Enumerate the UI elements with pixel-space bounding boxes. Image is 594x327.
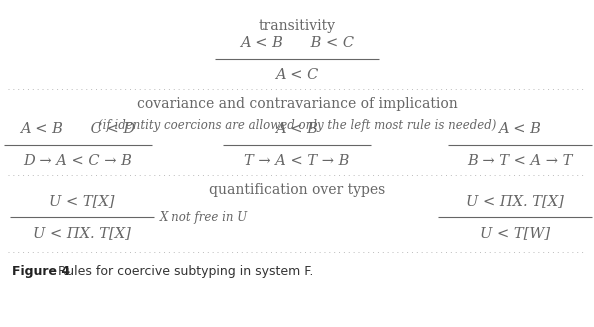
Text: Figure 4: Figure 4 [12,265,70,278]
Text: covariance and contravariance of implication: covariance and contravariance of implica… [137,97,457,111]
Text: A < C: A < C [275,68,319,82]
Text: T → A < T → B: T → A < T → B [244,154,350,168]
Text: quantification over types: quantification over types [209,183,385,197]
Text: A < B: A < B [276,122,318,136]
Text: D → A < C → B: D → A < C → B [24,154,132,168]
Text: U < ΠX. T[X]: U < ΠX. T[X] [466,194,564,208]
Text: B → T < A → T: B → T < A → T [467,154,573,168]
Text: transitivity: transitivity [258,19,336,33]
Text: U < ΠX. T[X]: U < ΠX. T[X] [33,226,131,240]
Text: U < T[X]: U < T[X] [49,194,115,208]
Text: U < T[W]: U < T[W] [480,226,550,240]
Text: X not free in U: X not free in U [160,211,248,223]
Text: A < B      B < C: A < B B < C [240,36,354,50]
Text: A < B: A < B [498,122,542,136]
Text: (if identity coercions are allowed only the left most rule is needed): (if identity coercions are allowed only … [98,119,496,132]
Text: A < B      C < D: A < B C < D [20,122,135,136]
Text: Rules for coercive subtyping in system F.: Rules for coercive subtyping in system F… [54,265,314,278]
